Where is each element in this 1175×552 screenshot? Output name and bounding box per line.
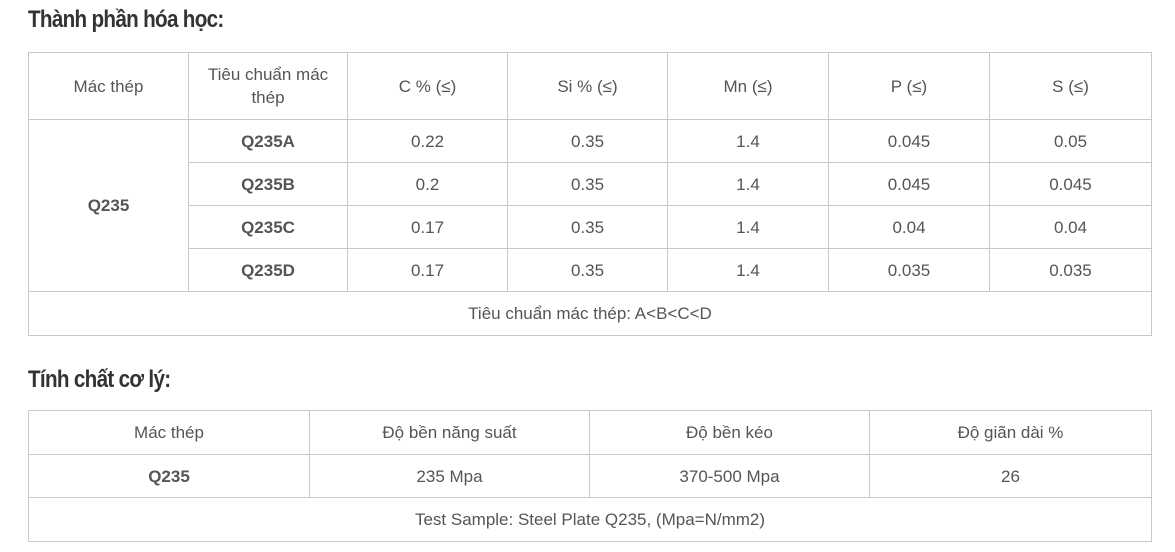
data-cell: 0.35 [507, 248, 668, 292]
note-row: Tiêu chuẩn mác thép: A<B<C<D [28, 291, 1152, 336]
data-cell: Q235C [188, 205, 348, 249]
note-row: Test Sample: Steel Plate Q235, (Mpa=N/mm… [28, 497, 1152, 542]
data-cell: 0.04 [989, 205, 1152, 249]
header-cell: P (≤) [828, 52, 990, 120]
data-cell: 0.17 [347, 248, 508, 292]
data-cell: 1.4 [667, 205, 829, 249]
header-cell: Độ bền năng suất [309, 410, 590, 455]
chemical-table: Mác thép Tiêu chuẩn mác thép C % (≤) Si % (… [28, 52, 1152, 336]
header-cell: Mác thép [28, 410, 310, 455]
group-cell: Q235 [28, 119, 189, 292]
header-cell: S (≤) [989, 52, 1152, 120]
data-cell: 0.05 [989, 119, 1152, 163]
data-row: Q235B 0.2 0.35 1.4 0.045 0.045 [29, 162, 1152, 206]
data-cell: 1.4 [667, 248, 829, 292]
data-cell: 0.035 [989, 248, 1152, 292]
data-cell: 0.35 [507, 205, 668, 249]
data-cell: 0.045 [828, 119, 990, 163]
data-cell: 1.4 [667, 119, 829, 163]
header-row: Mác thép Tiêu chuẩn mác thép C % (≤) Si % (… [28, 52, 1152, 120]
header-cell: Độ giãn dài % [869, 410, 1152, 455]
data-row: Q235 235 Mpa 370-500 Mpa 26 [28, 454, 1152, 498]
header-cell: Mác thép [28, 52, 189, 120]
header-cell: Si % (≤) [507, 52, 668, 120]
data-row: Q235C 0.17 0.35 1.4 0.04 0.04 [29, 205, 1152, 249]
data-cell: 0.35 [507, 162, 668, 206]
data-row: Q235D 0.17 0.35 1.4 0.035 0.035 [29, 248, 1152, 292]
note-cell: Tiêu chuẩn mác thép: A<B<C<D [28, 291, 1152, 336]
data-cell: Q235B [188, 162, 348, 206]
header-cell: Mn (≤) [667, 52, 829, 120]
section-heading: Thành phần hóa học: [28, 6, 224, 33]
data-cell: 0.045 [989, 162, 1152, 206]
header-row: Mác thép Độ bền năng suất Độ bền kéo Độ giã… [28, 410, 1152, 455]
data-cell: 0.35 [507, 119, 668, 163]
data-cell: 26 [869, 454, 1152, 498]
data-cell: 1.4 [667, 162, 829, 206]
header-cell: C % (≤) [347, 52, 508, 120]
data-row: Q235 Q235A 0.22 0.35 1.4 0.045 0.05 [28, 119, 1152, 292]
note-cell: Test Sample: Steel Plate Q235, (Mpa=N/mm… [28, 497, 1152, 542]
header-cell: Độ bền kéo [589, 410, 870, 455]
mechanical-table: Mác thép Độ bền năng suất Độ bền kéo Độ giã… [28, 410, 1152, 542]
data-cell: 0.17 [347, 205, 508, 249]
data-cell: 370-500 Mpa [589, 454, 870, 498]
header-cell: Tiêu chuẩn mác thép [188, 52, 348, 120]
section-heading: Tính chất cơ lý: [28, 366, 171, 393]
data-cell: 0.045 [828, 162, 990, 206]
data-cell: 0.04 [828, 205, 990, 249]
data-cell: 235 Mpa [309, 454, 590, 498]
data-cell: 0.22 [347, 119, 508, 163]
data-cell: Q235 [28, 454, 310, 498]
data-cell: Q235D [188, 248, 348, 292]
data-cell: Q235A [188, 119, 348, 163]
data-cell: 0.035 [828, 248, 990, 292]
data-cell: 0.2 [347, 162, 508, 206]
